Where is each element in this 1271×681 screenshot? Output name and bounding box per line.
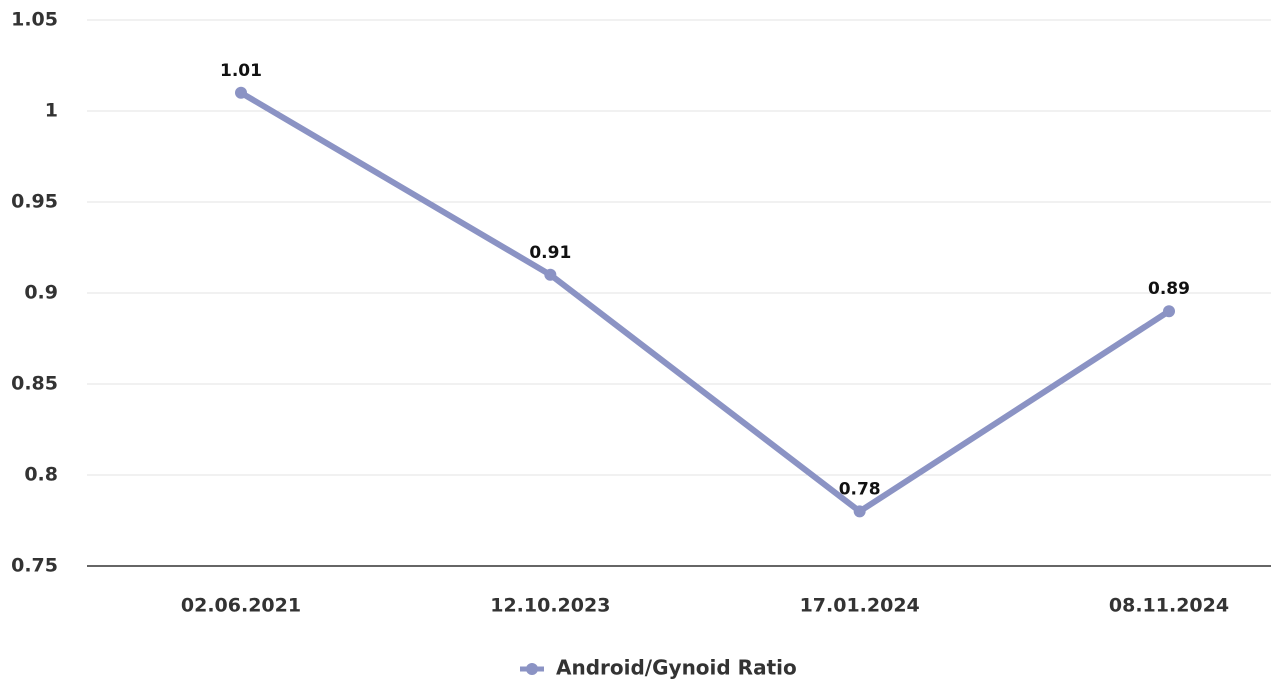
- point: [544, 268, 557, 281]
- y-tick-label: 1: [45, 100, 58, 122]
- point: [853, 505, 866, 518]
- y-tick-label: 0.9: [24, 282, 58, 304]
- data-label: 0.89: [1148, 279, 1190, 299]
- x-tick-label: 17.01.2024: [800, 595, 920, 617]
- legend-marker: [526, 663, 538, 675]
- x-tick-label: 02.06.2021: [181, 595, 301, 617]
- y-tick-label: 0.75: [11, 555, 58, 577]
- y-tick-label: 1.05: [11, 9, 58, 31]
- data-label: 0.78: [839, 479, 881, 499]
- y-tick-label: 0.95: [11, 191, 58, 213]
- y-tick-label: 0.85: [11, 373, 58, 395]
- data-label: 0.91: [529, 243, 571, 263]
- series-line: [239, 90, 1171, 515]
- x-tick-label: 08.11.2024: [1109, 595, 1229, 617]
- y-tick-label: 0.8: [24, 464, 58, 486]
- data-label: 1.01: [220, 61, 262, 81]
- legend-label: Android/Gynoid Ratio: [556, 656, 797, 680]
- point: [235, 86, 247, 99]
- x-tick-label: 12.10.2023: [490, 595, 610, 617]
- point: [1163, 305, 1175, 318]
